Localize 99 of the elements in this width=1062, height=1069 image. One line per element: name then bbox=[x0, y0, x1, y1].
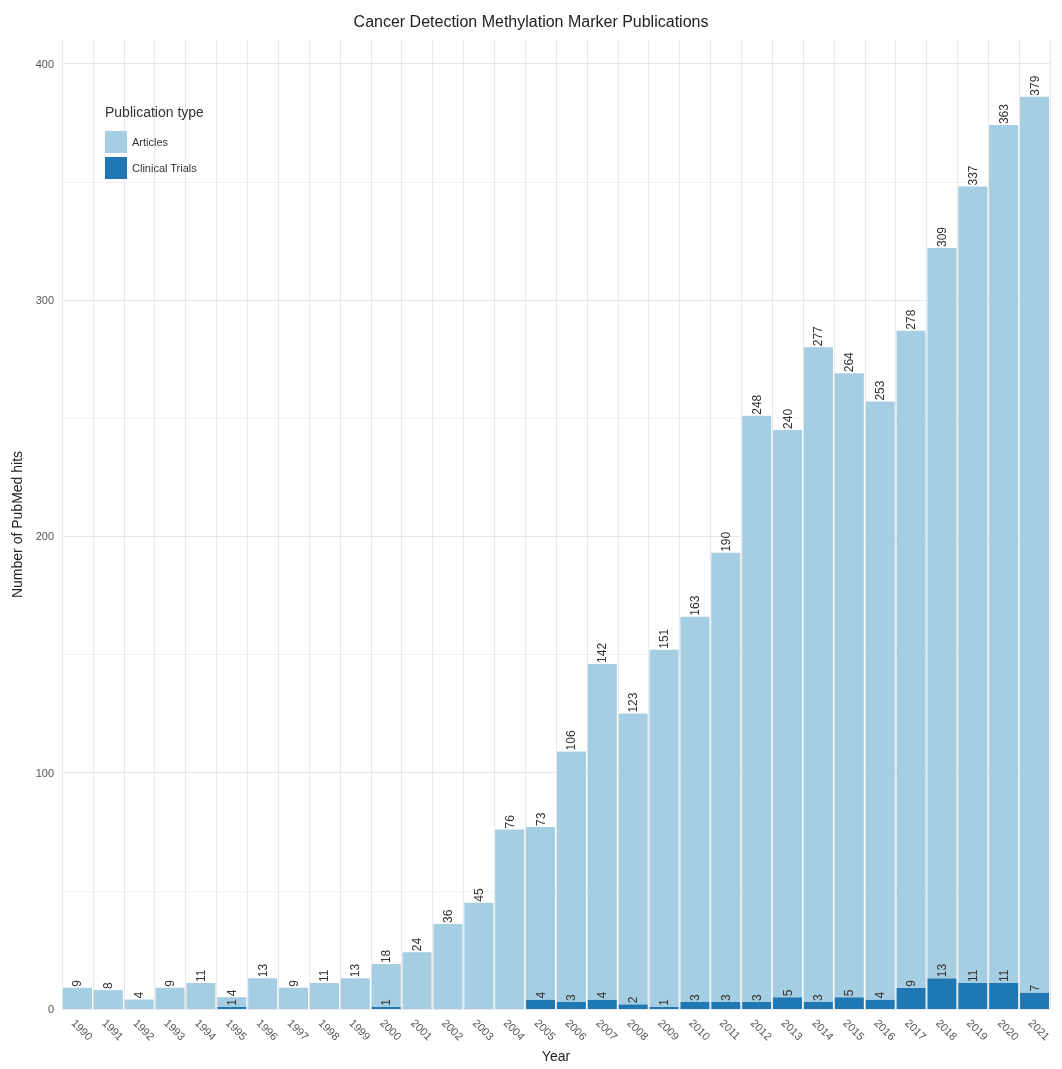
data-label: 163 bbox=[687, 595, 702, 616]
data-label: 13 bbox=[348, 963, 363, 978]
y-tick-label: 300 bbox=[35, 293, 54, 306]
bar bbox=[618, 713, 648, 1005]
bar bbox=[248, 978, 278, 1009]
bar bbox=[217, 997, 247, 1007]
data-label: 11 bbox=[996, 969, 1011, 982]
data-label: 24 bbox=[410, 937, 425, 952]
bar bbox=[279, 987, 309, 1009]
bar bbox=[958, 186, 988, 983]
bar bbox=[803, 347, 833, 1002]
bar bbox=[587, 999, 617, 1009]
legend-label: Articles bbox=[132, 136, 169, 148]
data-label: 9 bbox=[904, 979, 919, 987]
bar bbox=[989, 125, 1019, 983]
bar bbox=[742, 415, 772, 1002]
data-label: 4 bbox=[533, 991, 548, 999]
data-label: 142 bbox=[595, 642, 610, 663]
bar bbox=[711, 1001, 741, 1009]
bar bbox=[1020, 992, 1050, 1009]
data-label: 264 bbox=[842, 351, 857, 373]
data-label: 9 bbox=[286, 979, 301, 987]
bar bbox=[371, 964, 401, 1007]
data-label: 36 bbox=[440, 909, 455, 923]
bar bbox=[865, 401, 895, 1000]
bar bbox=[1020, 96, 1050, 993]
data-label: 1 bbox=[379, 998, 394, 1006]
data-label: 11 bbox=[193, 969, 208, 982]
bar bbox=[803, 1001, 833, 1009]
data-label: 5 bbox=[842, 989, 857, 997]
y-tick-label: 100 bbox=[35, 766, 54, 779]
legend-title: Publication type bbox=[105, 104, 205, 120]
data-label: 151 bbox=[657, 628, 672, 649]
y-tick-label: 400 bbox=[35, 57, 54, 70]
data-label: 3 bbox=[564, 993, 579, 1001]
bar bbox=[526, 827, 556, 1000]
y-tick-label: 0 bbox=[47, 1003, 54, 1015]
data-label: 45 bbox=[471, 887, 486, 902]
bar bbox=[773, 429, 803, 998]
bar bbox=[93, 990, 123, 1009]
data-label: 4 bbox=[873, 991, 888, 999]
data-label: 4 bbox=[132, 991, 147, 999]
data-label: 253 bbox=[873, 380, 888, 401]
data-label: 248 bbox=[749, 394, 764, 415]
bar bbox=[773, 997, 803, 1009]
data-label: 13 bbox=[255, 963, 270, 978]
bar bbox=[309, 983, 339, 1009]
bar bbox=[711, 552, 741, 1002]
bar bbox=[340, 978, 370, 1009]
bar bbox=[742, 1001, 772, 1009]
data-label: 1 bbox=[224, 998, 239, 1006]
x-axis-title: Year bbox=[541, 1048, 571, 1065]
data-label: 1 bbox=[657, 998, 672, 1006]
data-label: 379 bbox=[1027, 75, 1042, 96]
data-label: 4 bbox=[595, 991, 610, 999]
bar bbox=[834, 997, 864, 1009]
data-label: 11 bbox=[317, 969, 332, 982]
bar bbox=[464, 902, 494, 1009]
data-label: 7 bbox=[1027, 984, 1042, 992]
data-label: 123 bbox=[626, 692, 641, 713]
data-label: 9 bbox=[163, 979, 178, 987]
data-label: 190 bbox=[718, 531, 733, 552]
data-label: 106 bbox=[564, 730, 579, 751]
bar bbox=[62, 987, 92, 1009]
bar bbox=[526, 999, 556, 1009]
data-label: 278 bbox=[904, 309, 919, 330]
data-label: 363 bbox=[996, 103, 1011, 125]
data-label: 18 bbox=[379, 949, 394, 964]
chart-title: Cancer Detection Methylation Marker Publications bbox=[353, 12, 709, 30]
bar bbox=[495, 829, 525, 1009]
data-label: 4 bbox=[224, 989, 239, 997]
bar bbox=[834, 373, 864, 998]
data-label: 13 bbox=[934, 963, 949, 978]
bar bbox=[124, 999, 154, 1009]
bar bbox=[556, 1001, 586, 1009]
data-label: 277 bbox=[811, 325, 826, 347]
data-label: 3 bbox=[687, 993, 702, 1001]
data-label: 76 bbox=[502, 814, 517, 829]
data-label: 309 bbox=[934, 226, 949, 247]
bar bbox=[618, 1004, 648, 1009]
bar bbox=[556, 751, 586, 1002]
data-label: 9 bbox=[70, 979, 85, 987]
data-label: 3 bbox=[749, 993, 764, 1001]
y-tick-label: 200 bbox=[35, 530, 54, 543]
data-label: 5 bbox=[780, 989, 795, 997]
y-axis-title: Number of PubMed hits bbox=[9, 450, 25, 599]
legend-label: Clinical Trials bbox=[132, 162, 198, 174]
bar bbox=[587, 663, 617, 1000]
bar bbox=[958, 983, 988, 1009]
data-label: 337 bbox=[965, 165, 980, 186]
data-label: 3 bbox=[718, 993, 733, 1001]
data-label: 8 bbox=[101, 982, 116, 990]
data-label: 73 bbox=[533, 812, 548, 827]
data-label: 11 bbox=[965, 969, 980, 982]
data-label: 2 bbox=[626, 996, 641, 1004]
data-label: 3 bbox=[811, 993, 826, 1001]
bar bbox=[865, 999, 895, 1009]
data-label: 240 bbox=[780, 408, 795, 429]
bar bbox=[989, 983, 1019, 1009]
